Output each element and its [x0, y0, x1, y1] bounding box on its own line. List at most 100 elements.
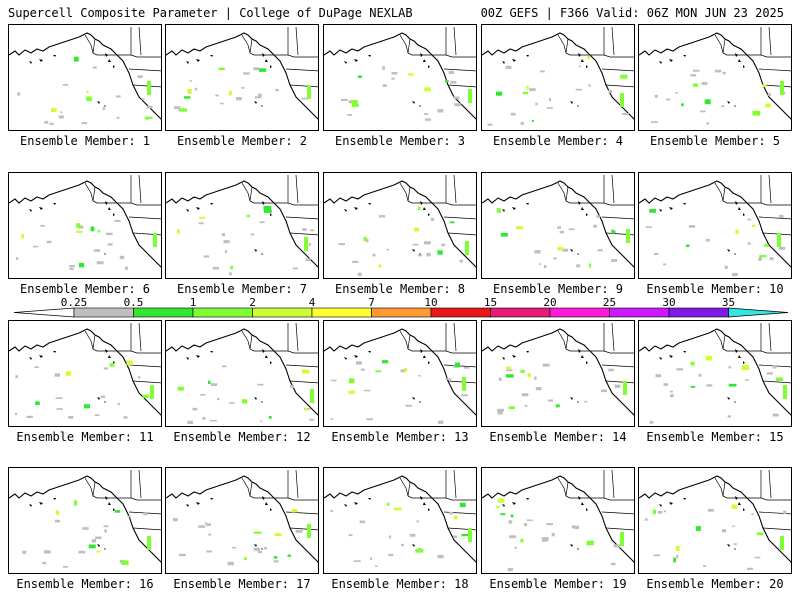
scp-shading — [381, 360, 389, 364]
coastline — [482, 475, 634, 563]
scp-shading — [465, 241, 469, 255]
island — [261, 401, 263, 403]
island — [683, 203, 686, 205]
scp-shading-low — [117, 402, 120, 406]
political-border — [249, 38, 253, 54]
ensemble-map-panel — [165, 320, 319, 427]
political-border — [611, 322, 615, 352]
scp-shading — [510, 514, 514, 518]
colorbar-upper-cap — [728, 307, 789, 318]
map-svg — [324, 469, 476, 567]
ensemble-map-panel — [8, 467, 162, 574]
scp-shading — [253, 531, 262, 534]
scp-shading-low — [63, 566, 69, 568]
scp-shading — [681, 103, 684, 107]
island — [669, 355, 673, 358]
scp-shading-low — [330, 418, 334, 420]
scp-shading-low — [203, 255, 209, 258]
scp-shading-low — [206, 523, 211, 526]
map-svg — [166, 469, 318, 566]
scp-shading-low — [241, 86, 245, 89]
scp-shading-low — [208, 533, 212, 536]
island — [368, 203, 371, 205]
political-border — [605, 527, 634, 531]
island — [105, 201, 108, 205]
scp-shading — [454, 362, 460, 368]
island — [108, 502, 111, 505]
scp-shading-low — [669, 390, 673, 393]
political-border — [287, 350, 318, 354]
scp-shading — [273, 556, 278, 559]
island — [727, 397, 730, 400]
scp-shading — [516, 226, 523, 230]
map-svg — [639, 26, 791, 125]
island — [502, 61, 505, 64]
scp-shading — [649, 209, 657, 213]
scp-shading-low — [141, 98, 145, 101]
ensemble-member-label: Ensemble Member: 12 — [173, 430, 311, 444]
scp-shading-low — [733, 543, 737, 546]
island — [113, 508, 115, 511]
scp-shading — [301, 369, 310, 374]
scp-shading-low — [308, 243, 312, 246]
scp-shading — [705, 355, 713, 361]
scp-shading-low — [600, 389, 607, 393]
scp-shading-low — [706, 384, 713, 387]
scp-shading — [177, 386, 184, 391]
map-svg — [9, 174, 161, 270]
scp-shading-low — [509, 535, 517, 539]
political-border — [601, 68, 634, 72]
scp-shading-low — [745, 379, 749, 381]
colorbar-segment — [192, 307, 253, 318]
scp-shading-low — [510, 112, 516, 116]
island — [526, 351, 529, 353]
scp-shading-low — [292, 267, 299, 270]
scp-shading — [522, 91, 529, 95]
scp-shading — [142, 394, 150, 398]
scp-shading-low — [487, 123, 493, 126]
scp-shading-low — [114, 219, 121, 222]
island — [512, 207, 516, 210]
island — [423, 502, 426, 505]
scp-shading-low — [204, 522, 207, 524]
scp-shading-low — [670, 394, 674, 398]
political-border — [758, 511, 791, 515]
island — [186, 357, 189, 360]
political-border — [611, 174, 615, 204]
scp-shading-low — [103, 525, 109, 528]
island — [354, 207, 358, 210]
political-border — [128, 68, 161, 72]
color-scale-bar — [13, 307, 789, 318]
island — [344, 357, 347, 360]
scp-shading — [620, 532, 624, 546]
scp-shading-low — [264, 547, 267, 550]
political-border — [722, 481, 726, 497]
scp-shading — [263, 206, 271, 211]
scp-shading — [520, 370, 525, 373]
island — [743, 213, 745, 216]
scp-shading-low — [698, 373, 702, 377]
scp-shading — [505, 374, 514, 378]
scp-shading-low — [663, 510, 666, 513]
ensemble-map-panel — [638, 172, 792, 279]
political-border — [722, 38, 726, 54]
colorbar-segment — [609, 307, 670, 318]
scp-shading-low — [559, 230, 564, 234]
scp-shading-low — [243, 72, 250, 75]
political-border — [285, 511, 318, 515]
political-border — [443, 68, 476, 72]
coastline — [324, 328, 476, 416]
scp-shading — [623, 381, 627, 395]
scp-shading-low — [676, 554, 679, 559]
island — [734, 105, 736, 107]
political-border — [132, 527, 161, 531]
scp-shading-low — [544, 265, 547, 269]
ensemble-member-label: Ensemble Member: 19 — [489, 577, 627, 591]
island — [104, 253, 106, 255]
scp-shading-low — [106, 232, 113, 236]
coastline — [166, 32, 318, 120]
political-border — [128, 216, 161, 220]
scp-shading-low — [437, 554, 444, 559]
scp-shading — [304, 408, 308, 411]
island — [570, 101, 573, 104]
